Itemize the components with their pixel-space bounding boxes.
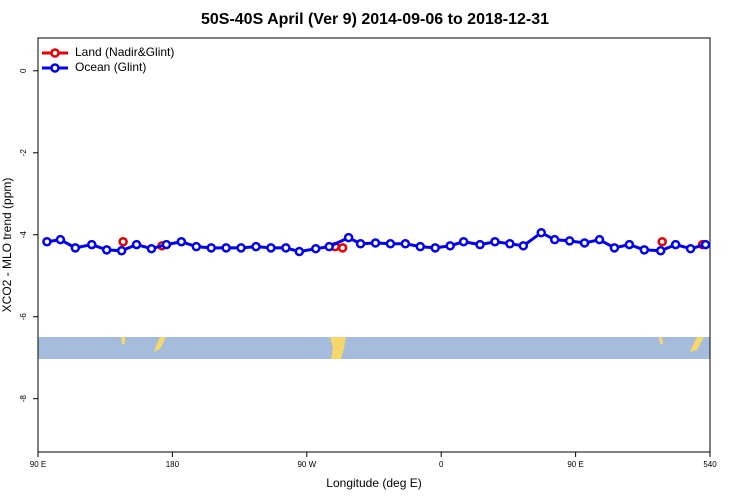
data-point [549,234,560,245]
data-point [118,236,128,247]
data-point [343,232,354,243]
legend-marker [50,48,60,58]
data-point [518,241,529,251]
x-tick-label: 90 W [297,460,316,469]
data-point [266,243,276,253]
data-point [146,243,157,254]
data-point [337,243,348,253]
y-tick-label: -4 [19,231,28,239]
x-tick-label: 90 E [567,460,583,469]
data-point [42,236,52,247]
map-strip [38,337,710,359]
data-point [206,243,216,253]
data-point [236,243,246,253]
data-point [639,245,650,255]
data-point [700,239,711,250]
data-point [475,239,485,250]
legend-marker [50,63,60,73]
data-point [490,236,500,247]
data-point [161,239,172,250]
data-point [685,243,696,254]
data-point [70,243,81,253]
data-point [430,243,440,253]
data-point [355,239,366,249]
y-tick-label: 0 [19,68,28,73]
data-point [445,241,455,251]
y-tick-label: -2 [19,149,28,157]
data-point [87,239,97,250]
data-point [221,243,231,253]
x-tick-label: 90 E [30,460,46,469]
y-axis-label: XCO2 - MLO trend (ppm) [0,178,14,313]
legend-label: Land (Nadir&Glint) [75,45,174,59]
data-point [116,245,127,256]
data-point [55,234,66,245]
data-point [311,243,321,254]
data-point [385,239,396,249]
data-point [564,236,575,246]
data-point [101,245,112,255]
data-point [458,236,469,247]
data-point [536,227,547,238]
x-tick-label: 0 [439,460,444,469]
data-point [505,239,515,249]
data-point [176,236,187,247]
data-point [415,241,426,252]
x-tick-label: 540 [703,460,717,469]
data-point [370,238,381,248]
x-tick-label: 180 [166,460,180,469]
data-point [191,241,202,252]
y-tick-label: -6 [19,313,28,321]
data-point [655,245,666,256]
data-point [609,243,620,253]
legend-label: Ocean (Glint) [75,60,146,74]
chart-title: 50S-40S April (Ver 9) 2014-09-06 to 2018… [201,11,549,28]
data-point [131,239,142,250]
data-point [251,241,261,252]
data-point [624,239,635,250]
data-point [324,241,334,252]
data-point [670,239,681,250]
data-point [594,234,605,245]
y-tick-label: -8 [19,395,28,403]
data-point [579,238,590,248]
data-point [657,236,667,247]
data-point [294,246,305,257]
data-point [400,239,411,249]
x-axis-label: Longitude (deg E) [326,476,421,490]
data-point [281,243,291,253]
